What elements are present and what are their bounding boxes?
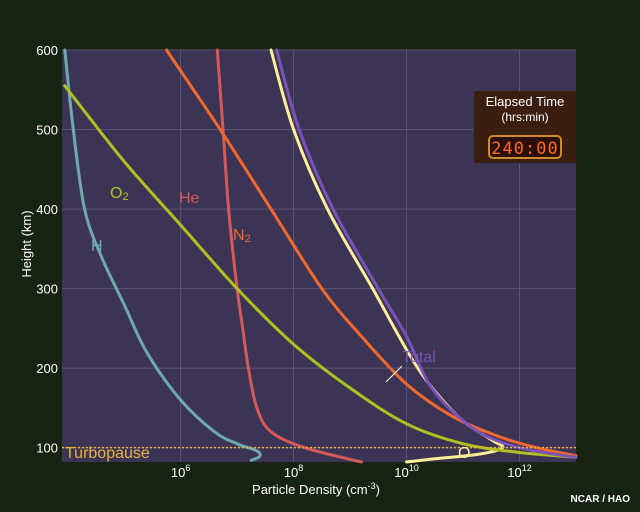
elapsed-time-unit: (hrs:min) (501, 110, 549, 124)
series-line-n2 (165, 48, 578, 458)
total-leader-line (385, 365, 403, 383)
series-labels: H He O O2 N2 Total (91, 185, 470, 462)
elapsed-time-panel: Elapsed Time (hrs:min) 240:00 (474, 91, 576, 163)
y-tick-400: 400 (36, 202, 58, 217)
series-label-n2: N2 (233, 227, 251, 245)
series-lines (63, 48, 578, 464)
y-tick-500: 500 (36, 123, 58, 138)
series-label-o: O (458, 445, 470, 462)
turbopause-label: Turbopause (65, 445, 150, 462)
x-axis-title-close: ) (376, 482, 380, 497)
grid-lines (62, 49, 576, 462)
x-axis-title-main: Particle Density (cm (252, 482, 368, 497)
elapsed-time-value: 240:00 (488, 135, 562, 159)
x-tick-labels: 106 108 1010 1012 (171, 463, 532, 480)
series-line-he (215, 48, 363, 464)
elapsed-time-title: Elapsed Time (485, 94, 565, 109)
series-line-total (275, 48, 578, 459)
series-line-h (63, 48, 262, 462)
y-tick-200: 200 (36, 361, 58, 376)
y-tick-600: 600 (36, 43, 58, 58)
series-label-total: Total (402, 349, 436, 366)
series-line-o2 (63, 84, 578, 459)
series-label-o2: O2 (110, 185, 129, 203)
x-tick-12: 1012 (507, 463, 531, 480)
x-tick-6: 106 (171, 463, 190, 480)
y-axis-title: Height (km) (19, 210, 34, 277)
series-label-he: He (179, 190, 200, 207)
x-axis-title: Particle Density (cm-3) (252, 481, 380, 497)
x-tick-8: 108 (284, 463, 303, 480)
y-tick-100: 100 (36, 441, 58, 456)
x-tick-10: 1010 (394, 463, 418, 480)
y-tick-300: 300 (36, 282, 58, 297)
y-tick-labels: 100 200 300 400 500 600 (36, 43, 58, 456)
credit-label: NCAR / HAO (571, 494, 631, 505)
x-axis-title-exp: -3 (368, 481, 376, 491)
series-label-h: H (91, 238, 103, 255)
